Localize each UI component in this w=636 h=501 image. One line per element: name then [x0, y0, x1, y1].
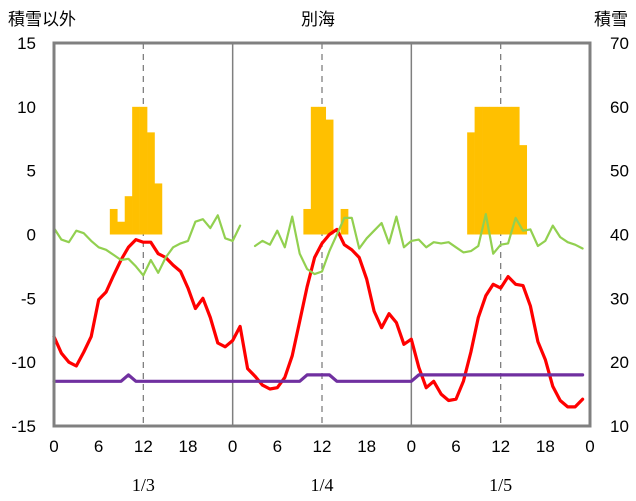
- plot-frame-layer: [52, 41, 592, 428]
- plot-frame: [52, 41, 592, 428]
- right-y-tick-label: 30: [610, 289, 629, 308]
- date-label: 1/5: [489, 475, 512, 495]
- right-y-tick-label: 20: [610, 353, 629, 372]
- snow-bar: [117, 221, 126, 235]
- right-axis-label: 積雪: [594, 10, 628, 30]
- x-tick-label: 0: [49, 437, 58, 456]
- left-y-tick-label: -5: [21, 289, 36, 308]
- left-y-tick-label: 10: [17, 98, 36, 117]
- left-y-tick-label: 5: [27, 162, 36, 181]
- x-tick-label: 6: [94, 437, 103, 456]
- snow-bar: [340, 208, 349, 235]
- snow-bar: [482, 106, 490, 235]
- left-y-tick-label: -10: [11, 353, 36, 372]
- snow-bar: [467, 132, 475, 235]
- snow-bar: [147, 132, 155, 235]
- date-label: 1/3: [132, 475, 155, 495]
- snow-bar: [489, 106, 498, 235]
- x-tick-label: 6: [273, 437, 282, 456]
- left-y-tick-label: 15: [17, 34, 36, 53]
- snow-bar: [474, 106, 483, 235]
- snow-bar: [139, 106, 148, 235]
- right-y-tick-label: 10: [610, 417, 629, 436]
- snow-bar: [124, 196, 133, 235]
- snow-bar: [303, 208, 312, 235]
- right-y-tick-label: 70: [610, 34, 629, 53]
- series-line: [52, 373, 585, 383]
- snow-bar: [318, 106, 327, 235]
- x-tick-label: 0: [585, 437, 594, 456]
- right-y-tick-label: 60: [610, 98, 629, 117]
- left-y-tick-label: 0: [27, 226, 36, 245]
- snow-bar: [511, 106, 520, 235]
- x-tick-label: 12: [134, 437, 153, 456]
- snow-bar: [310, 106, 319, 235]
- right-y-tick-label: 40: [610, 226, 629, 245]
- chart-title: 別海: [301, 10, 335, 30]
- snow-bar: [496, 106, 505, 235]
- x-tick-label: 0: [228, 437, 237, 456]
- x-tick-label: 12: [491, 437, 510, 456]
- right-y-tick-label: 50: [610, 162, 629, 181]
- x-tick-label: 18: [179, 437, 198, 456]
- snow-bar: [132, 106, 140, 235]
- x-tick-label: 6: [451, 437, 460, 456]
- left-axis-label: 積雪以外: [8, 10, 76, 30]
- snow-bar: [504, 106, 513, 235]
- snow-bar: [154, 183, 163, 235]
- x-tick-label: 12: [313, 437, 332, 456]
- snow-bar: [109, 208, 118, 235]
- left-y-tick-label: -15: [11, 417, 36, 436]
- x-tick-label: 18: [536, 437, 555, 456]
- snow-bar: [519, 145, 528, 235]
- x-tick-label: 0: [407, 437, 416, 456]
- x-tick-label: 18: [357, 437, 376, 456]
- date-label: 1/4: [310, 475, 333, 495]
- series-line: [52, 227, 585, 409]
- snow-bars-layer: [109, 106, 528, 235]
- snow-bar: [325, 119, 334, 235]
- series-line: [52, 213, 584, 277]
- series-lines-layer: [52, 213, 585, 409]
